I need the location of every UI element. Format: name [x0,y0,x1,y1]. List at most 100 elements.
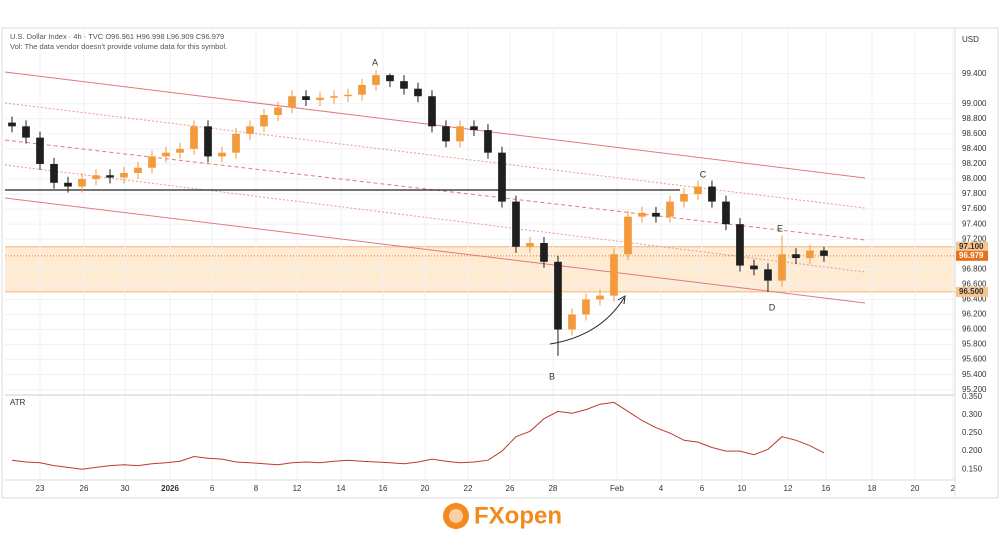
channel-line [4,197,866,304]
candle-body [722,201,730,225]
annotation: C [700,169,707,179]
x-tick-label: 26 [506,484,515,493]
x-tick-label: 16 [821,484,830,493]
candle-body [92,175,100,180]
candle-body [386,75,394,82]
ohlc-value: C96.979 [195,32,225,41]
candle-body [568,314,576,330]
annotation: E [777,223,783,233]
candle-body [134,167,142,173]
logo: FXopen [443,502,562,529]
x-tick-label: 10 [737,484,746,493]
candle-body [512,201,520,247]
x-tick-label: 2 [951,484,956,493]
candle-body [442,126,450,142]
candle-body [204,126,212,157]
candle-body [232,133,240,153]
y-tick-label: 96.800 [962,264,987,273]
y-tick-label: 96.000 [962,325,987,334]
x-tick-label: 6 [210,484,215,493]
y-tick-label: 96.200 [962,310,987,319]
candle-body [36,137,44,164]
y-tick-label: 99.000 [962,99,987,108]
grid-layer: 99.400 99.000 98.800 98.600 98.400 98.200 98.0… [5,30,987,493]
price-tag-label: 96.500 [959,287,984,296]
y-tick-label: 98.800 [962,114,987,123]
y-tick-label: 97.600 [962,204,987,213]
y-tick-label: 0.200 [962,446,983,455]
candle-body [666,201,674,217]
candle-body [344,94,352,97]
candle-body [330,96,338,98]
candle-body [652,212,660,217]
price-tag [956,286,988,297]
y-tick-label: 98.400 [962,144,987,153]
candle-body [148,156,156,168]
candle-body [176,148,184,153]
y-tick-label: 96.400 [962,295,987,304]
candle-body [8,122,16,127]
y-tick-label: 96.600 [962,279,987,288]
annotation: A [372,57,378,67]
y-tick-label: 95.400 [962,370,987,379]
candle-body [190,126,198,149]
candle-body [792,254,800,259]
candle-body [764,269,772,281]
candle-body [582,299,590,315]
x-tick-label: 12 [293,484,302,493]
candle-body [414,88,422,97]
candle-body [554,261,562,330]
x-tick-label: 26 [80,484,89,493]
candle-body [260,115,268,127]
candle-body [820,250,828,256]
channel-line [4,102,866,209]
ohlc-value: H96.998 [136,32,165,41]
candle-body [50,163,58,183]
candle-body [64,182,72,187]
candle-body [120,172,128,178]
candle-body [400,81,408,89]
x-tick-label: 28 [548,484,557,493]
y-tick-label: 97.200 [962,234,987,243]
price-tag [956,241,988,252]
candle-body [302,96,310,100]
header-line: U.S. Dollar Index · 4h · TVC O96.961 H96… [10,32,224,41]
candle-body [372,75,380,85]
x-tick-label: Feb [610,484,624,493]
price-tag [956,250,988,261]
candle-body [246,126,254,134]
x-tick-label: 8 [254,484,259,493]
candle-body [162,152,170,157]
price-tag-label: 96.979 [959,251,984,260]
candle-body [610,254,618,296]
candle-body [778,254,786,281]
x-tick-label: 20 [421,484,430,493]
frame [1,27,999,499]
candle-body [316,97,324,100]
logo-text: FXopen [474,502,562,529]
candle-body [456,126,464,142]
volume-note: Vol: The data vendor doesn't provide vol… [10,42,228,51]
y-tick-label: 95.200 [962,385,987,394]
y-tick-label: 0.250 [962,428,983,437]
y-tick-label: 95.800 [962,340,987,349]
candle-body [680,194,688,202]
candle-body [274,107,282,116]
y-tick-label: 95.600 [962,355,987,364]
y-tick-label: 98.200 [962,159,987,168]
x-tick-label: 4 [659,484,664,493]
channel-line [4,164,866,273]
candle-body [358,84,366,95]
candle-body [736,224,744,266]
candle-body [624,216,632,255]
candle-body [638,212,646,217]
candle-body [750,265,758,270]
x-tick-label: 30 [121,484,130,493]
pane-title: ATR [10,398,26,407]
ohlc-value: O96.961 [105,32,135,41]
y-tick-label: 0.300 [962,410,983,419]
y-tick-label: 0.350 [962,392,983,401]
ohlc-value: L96.909 [166,32,194,41]
y-tick-label: 0.150 [962,464,983,473]
